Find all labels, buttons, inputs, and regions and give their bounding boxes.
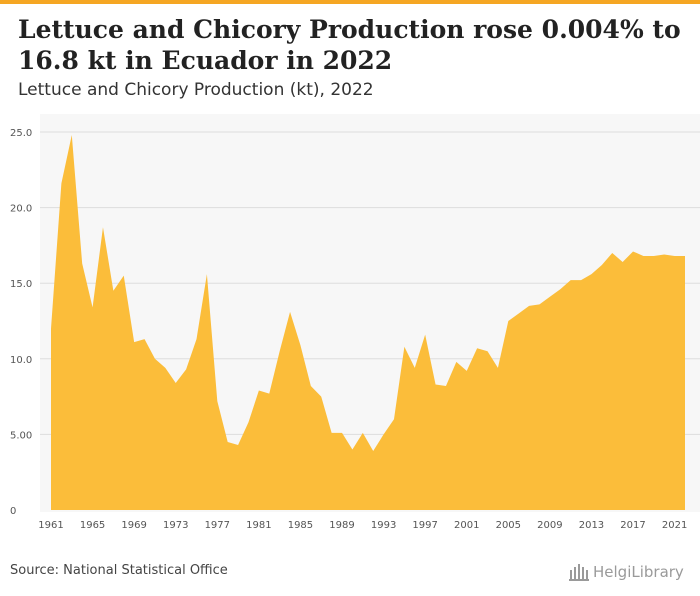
helgi-library-logo: HelgiLibrary: [568, 560, 692, 584]
x-tick-label: 2013: [579, 520, 604, 531]
y-tick-label: 25.0: [10, 128, 32, 139]
y-tick-label: 20.0: [10, 204, 32, 215]
x-tick-label: 1993: [371, 520, 396, 531]
x-tick-label: 2009: [537, 520, 562, 531]
x-tick-label: 1973: [163, 520, 188, 531]
x-tick-label: 1961: [38, 520, 63, 531]
x-tick-label: 2005: [496, 520, 521, 531]
area-series: [51, 135, 685, 510]
y-axis-ticks: 0 5.00 10.0 15.0 20.0 25.0: [10, 128, 32, 517]
x-tick-label: 1981: [246, 520, 271, 531]
y-tick-label: 0: [10, 506, 16, 517]
x-tick-label: 1985: [288, 520, 313, 531]
top-accent-bar: [0, 0, 700, 4]
library-building-icon: [569, 564, 589, 581]
x-tick-label: 1969: [121, 520, 146, 531]
y-tick-label: 10.0: [10, 355, 32, 366]
source-note: Source: National Statistical Office: [10, 563, 228, 578]
page-title: Lettuce and Chicory Production rose 0.00…: [18, 15, 681, 75]
y-tick-label: 15.0: [10, 279, 32, 290]
chart-subtitle: Lettuce and Chicory Production (kt), 202…: [18, 80, 374, 100]
x-tick-label: 2001: [454, 520, 479, 531]
x-tick-label: 2017: [620, 520, 645, 531]
x-tick-label: 2021: [662, 520, 687, 531]
x-tick-label: 1977: [205, 520, 230, 531]
x-axis-ticks: 1961 1965 1969 1973 1977 1981 1985 1989 1993 1997…: [38, 520, 687, 531]
y-tick-label: 5.00: [10, 430, 32, 441]
x-tick-label: 1989: [329, 520, 354, 531]
x-tick-label: 1997: [412, 520, 437, 531]
logo-wordmark: HelgiLibrary: [593, 563, 684, 581]
x-tick-label: 1965: [80, 520, 105, 531]
